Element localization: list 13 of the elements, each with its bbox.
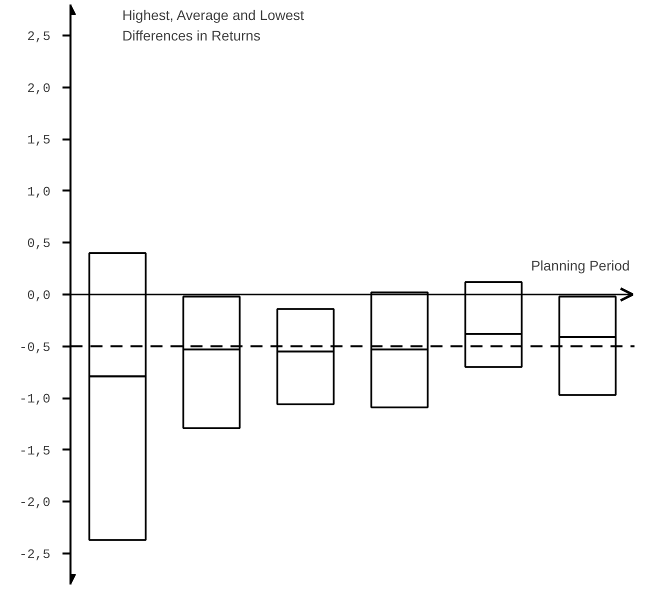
y-tick-label: 1,0 bbox=[27, 184, 50, 200]
y-tick-label: 1,5 bbox=[27, 132, 50, 148]
y-tick-label: -1,0 bbox=[19, 392, 51, 407]
y-tick-label: 0,5 bbox=[27, 236, 50, 252]
y-axis-title: Highest, Average and Lowest Differences in Returns bbox=[122, 6, 304, 44]
y-tick-label: 0,0 bbox=[27, 288, 50, 303]
x-axis-title: Planning Period bbox=[530, 258, 630, 274]
y-tick-label: -2,0 bbox=[19, 495, 51, 510]
y-tick-label: -1,5 bbox=[19, 443, 51, 458]
y-tick-label: 2,0 bbox=[27, 80, 50, 96]
y-tick-label: -2,5 bbox=[19, 546, 51, 562]
y-tick-label: 2,5 bbox=[27, 29, 50, 44]
y-tick-label: -0,5 bbox=[19, 340, 51, 355]
